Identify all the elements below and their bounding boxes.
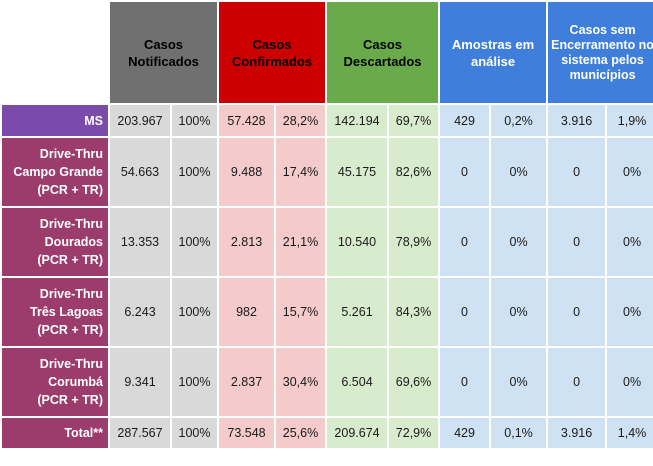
cell-notificados-pct: 100% xyxy=(172,105,218,136)
header-amostras-em-analise: Amostras em análise xyxy=(440,2,547,103)
cell-notificados-pct: 100% xyxy=(172,278,218,346)
header-casos-confirmados: Casos Confirmados xyxy=(219,2,326,103)
cell-confirmados: 2.813 xyxy=(219,208,275,276)
cell-amostras-pct: 0% xyxy=(491,138,547,206)
cell-confirmados-pct: 25,6% xyxy=(276,418,326,448)
cell-amostras-pct: 0% xyxy=(491,208,547,276)
cell-sem-encerramento: 0 xyxy=(548,208,606,276)
cell-amostras: 0 xyxy=(440,138,490,206)
row-label-line: (PCR + TR) xyxy=(37,253,103,267)
cell-sem-encerramento: 0 xyxy=(548,348,606,416)
row-label-line: Drive-Thru xyxy=(39,147,103,161)
header-blank-cell xyxy=(2,2,108,103)
cell-amostras-pct: 0,2% xyxy=(491,105,547,136)
row-label-line: Campo Grande xyxy=(13,165,103,179)
cell-descartados-pct: 82,6% xyxy=(389,138,439,206)
cell-amostras: 429 xyxy=(440,105,490,136)
cell-descartados: 10.540 xyxy=(327,208,388,276)
cell-confirmados: 9.488 xyxy=(219,138,275,206)
cell-descartados-pct: 72,9% xyxy=(389,418,439,448)
row-label-line: Drive-Thru xyxy=(39,217,103,231)
cell-sem-encerramento-pct: 1,9% xyxy=(607,105,653,136)
table-row: Drive-Thru Dourados (PCR + TR) 13.353 10… xyxy=(2,208,653,276)
cell-notificados: 287.567 xyxy=(110,418,170,448)
cell-sem-encerramento-pct: 1,4% xyxy=(607,418,653,448)
row-label-line: Corumbá xyxy=(48,375,103,389)
cell-amostras-pct: 0% xyxy=(491,278,547,346)
cell-descartados-pct: 78,9% xyxy=(389,208,439,276)
cell-notificados-pct: 100% xyxy=(172,138,218,206)
cell-sem-encerramento-pct: 0% xyxy=(607,138,653,206)
table-row: Drive-Thru Campo Grande (PCR + TR) 54.66… xyxy=(2,138,653,206)
header-casos-descartados: Casos Descartados xyxy=(327,2,439,103)
cell-confirmados-pct: 28,2% xyxy=(276,105,326,136)
cell-confirmados: 2.837 xyxy=(219,348,275,416)
cell-notificados: 13.353 xyxy=(110,208,170,276)
cell-notificados-pct: 100% xyxy=(172,418,218,448)
covid-cases-table: Casos Notificados Casos Confirmados Caso… xyxy=(2,2,653,448)
cell-descartados-pct: 84,3% xyxy=(389,278,439,346)
row-label-corumba: Drive-Thru Corumbá (PCR + TR) xyxy=(2,348,108,416)
cell-sem-encerramento: 3.916 xyxy=(548,105,606,136)
row-label-line: Drive-Thru xyxy=(39,287,103,301)
cell-amostras: 0 xyxy=(440,278,490,346)
cell-amostras-pct: 0,1% xyxy=(491,418,547,448)
cell-notificados-pct: 100% xyxy=(172,348,218,416)
cell-sem-encerramento-pct: 0% xyxy=(607,278,653,346)
row-label-ms: MS xyxy=(2,105,108,136)
row-label-line: Dourados xyxy=(44,235,103,249)
header-casos-sem-encerramento: Casos sem Encerramento no sistema pelos … xyxy=(548,2,653,103)
row-label-total: Total** xyxy=(2,418,108,448)
cell-descartados-pct: 69,6% xyxy=(389,348,439,416)
cell-confirmados-pct: 21,1% xyxy=(276,208,326,276)
header-row: Casos Notificados Casos Confirmados Caso… xyxy=(2,2,653,103)
table-row: Drive-Thru Corumbá (PCR + TR) 9.341 100%… xyxy=(2,348,653,416)
row-label-line: (PCR + TR) xyxy=(37,393,103,407)
cell-amostras: 429 xyxy=(440,418,490,448)
cell-amostras-pct: 0% xyxy=(491,348,547,416)
row-label-line: MS xyxy=(84,113,103,128)
cell-notificados-pct: 100% xyxy=(172,208,218,276)
cell-sem-encerramento: 3.916 xyxy=(548,418,606,448)
cell-amostras: 0 xyxy=(440,348,490,416)
row-label-line: Total** xyxy=(64,426,103,440)
cell-confirmados: 73.548 xyxy=(219,418,275,448)
header-casos-notificados: Casos Notificados xyxy=(110,2,218,103)
table-row: Total** 287.567 100% 73.548 25,6% 209.67… xyxy=(2,418,653,448)
cell-descartados-pct: 69,7% xyxy=(389,105,439,136)
table-row: MS 203.967 100% 57.428 28,2% 142.194 69,… xyxy=(2,105,653,136)
cell-sem-encerramento-pct: 0% xyxy=(607,348,653,416)
cell-amostras: 0 xyxy=(440,208,490,276)
cell-confirmados-pct: 15,7% xyxy=(276,278,326,346)
cell-confirmados-pct: 30,4% xyxy=(276,348,326,416)
cell-notificados: 6.243 xyxy=(110,278,170,346)
cell-sem-encerramento: 0 xyxy=(548,138,606,206)
row-label-line: (PCR + TR) xyxy=(37,323,103,337)
cell-notificados: 203.967 xyxy=(110,105,170,136)
cell-confirmados: 57.428 xyxy=(219,105,275,136)
row-label-campo-grande: Drive-Thru Campo Grande (PCR + TR) xyxy=(2,138,108,206)
row-label-line: (PCR + TR) xyxy=(37,183,103,197)
cell-notificados: 54.663 xyxy=(110,138,170,206)
row-label-tres-lagoas: Drive-Thru Três Lagoas (PCR + TR) xyxy=(2,278,108,346)
cell-descartados: 6.504 xyxy=(327,348,388,416)
table-row: Drive-Thru Três Lagoas (PCR + TR) 6.243 … xyxy=(2,278,653,346)
cell-sem-encerramento: 0 xyxy=(548,278,606,346)
cell-confirmados: 982 xyxy=(219,278,275,346)
cell-sem-encerramento-pct: 0% xyxy=(607,208,653,276)
cell-notificados: 9.341 xyxy=(110,348,170,416)
row-label-line: Drive-Thru xyxy=(39,357,103,371)
cell-descartados: 45.175 xyxy=(327,138,388,206)
cell-descartados: 5.261 xyxy=(327,278,388,346)
cell-descartados: 142.194 xyxy=(327,105,388,136)
cell-descartados: 209.674 xyxy=(327,418,388,448)
cell-confirmados-pct: 17,4% xyxy=(276,138,326,206)
row-label-dourados: Drive-Thru Dourados (PCR + TR) xyxy=(2,208,108,276)
row-label-line: Três Lagoas xyxy=(30,305,103,319)
